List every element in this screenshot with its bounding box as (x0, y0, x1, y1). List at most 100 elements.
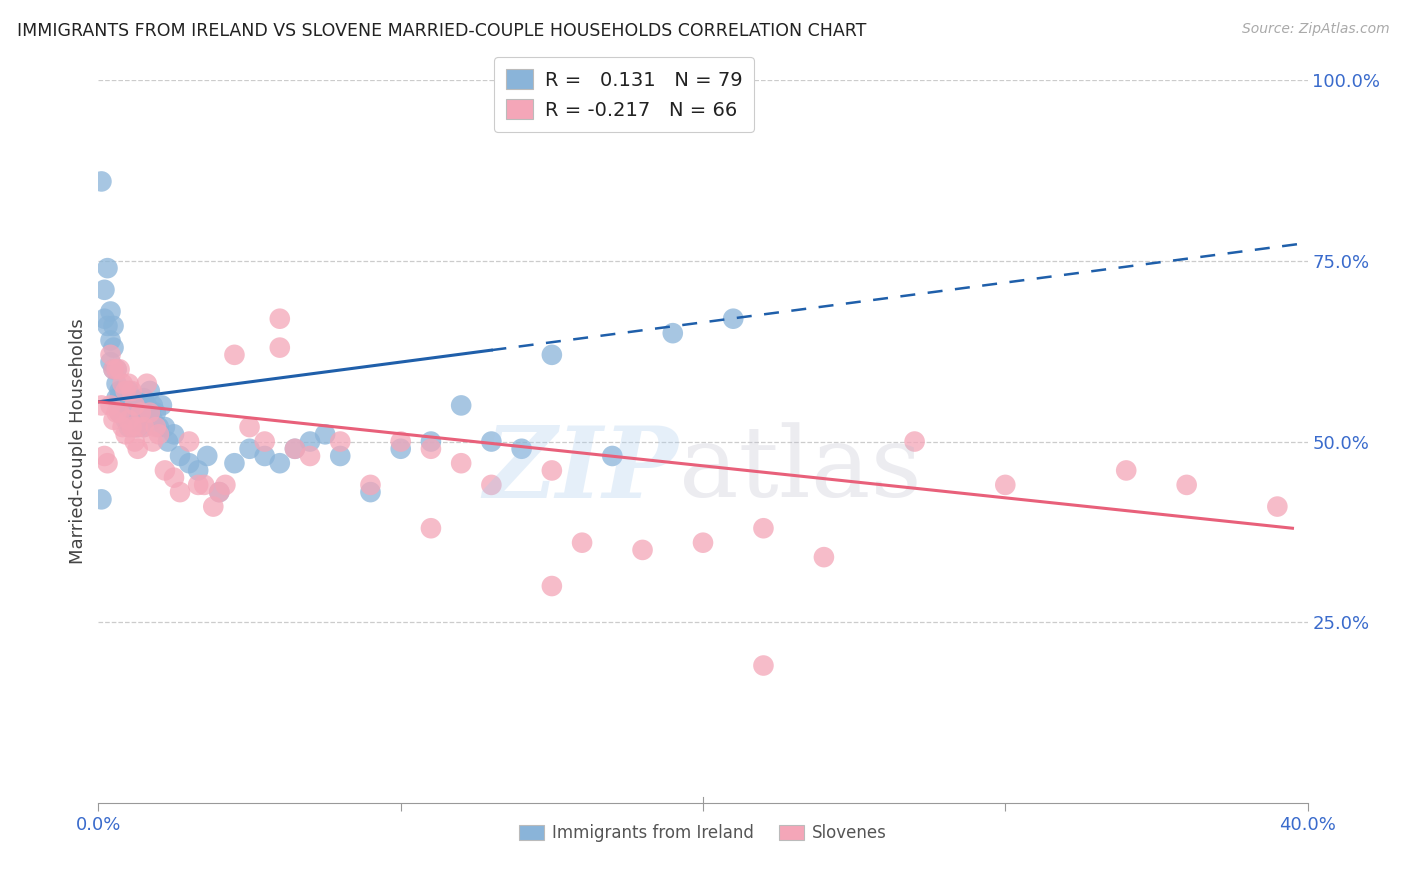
Point (148, 420, 170, 434)
Point (105, 362, 128, 376)
Point (103, 362, 125, 376)
Point (224, 348, 246, 362)
Point (169, 449, 191, 463)
Point (121, 413, 143, 427)
Point (360, 485, 382, 500)
Point (135, 398, 157, 412)
Point (129, 398, 152, 412)
Point (114, 413, 136, 427)
Point (269, 311, 291, 326)
Point (420, 521, 443, 535)
Point (179, 456, 201, 470)
Point (96, 318, 118, 333)
Point (118, 413, 141, 427)
Text: atlas: atlas (679, 423, 921, 518)
Point (121, 391, 143, 405)
Point (1115, 463, 1137, 477)
Point (1175, 478, 1198, 492)
Point (269, 341, 291, 355)
Point (153, 463, 176, 477)
Point (139, 406, 162, 420)
Point (481, 434, 503, 449)
Point (450, 398, 472, 412)
Point (121, 420, 143, 434)
Point (540, 463, 562, 477)
Point (124, 406, 146, 420)
Text: ZIP: ZIP (484, 422, 679, 518)
Point (127, 420, 149, 434)
Point (103, 362, 125, 376)
Point (124, 398, 146, 412)
Point (389, 434, 412, 449)
Point (193, 478, 215, 492)
Point (108, 391, 131, 405)
Point (253, 434, 276, 449)
Text: Source: ZipAtlas.com: Source: ZipAtlas.com (1241, 22, 1389, 37)
Point (103, 413, 125, 427)
Point (114, 391, 136, 405)
Point (153, 420, 176, 434)
Point (121, 384, 143, 398)
Point (631, 542, 654, 557)
Point (124, 420, 146, 434)
Point (214, 478, 236, 492)
Point (299, 434, 322, 449)
Point (142, 398, 165, 412)
Point (114, 406, 136, 420)
Point (1267, 500, 1289, 514)
Point (420, 434, 443, 449)
Point (111, 384, 134, 398)
Point (108, 384, 131, 398)
Point (202, 500, 225, 514)
Point (142, 434, 165, 449)
Point (510, 442, 533, 456)
Point (145, 406, 167, 420)
Point (602, 449, 624, 463)
Point (127, 420, 149, 434)
Point (540, 348, 562, 362)
Point (208, 485, 231, 500)
Point (450, 456, 472, 470)
Point (118, 376, 141, 391)
Point (129, 413, 152, 427)
Point (692, 535, 714, 549)
Point (114, 384, 136, 398)
Point (179, 434, 201, 449)
Point (103, 318, 125, 333)
Point (93, 283, 115, 297)
Point (111, 391, 134, 405)
Point (100, 304, 122, 318)
Point (132, 391, 155, 405)
Point (299, 449, 322, 463)
Point (111, 406, 134, 420)
Point (90, 492, 112, 507)
Point (314, 427, 336, 442)
Point (129, 406, 152, 420)
Point (163, 470, 186, 484)
Point (96, 261, 118, 276)
Point (132, 420, 155, 434)
Point (118, 384, 141, 398)
Point (105, 362, 128, 376)
Point (481, 478, 503, 492)
Point (124, 398, 146, 412)
Point (239, 442, 262, 456)
Point (100, 348, 122, 362)
Point (105, 376, 128, 391)
Point (156, 434, 179, 449)
Point (752, 658, 775, 673)
Point (723, 311, 745, 326)
Text: IMMIGRANTS FROM IRELAND VS SLOVENE MARRIED-COUPLE HOUSEHOLDS CORRELATION CHART: IMMIGRANTS FROM IRELAND VS SLOVENE MARRI… (17, 22, 866, 40)
Point (127, 398, 149, 412)
Point (269, 456, 291, 470)
Point (135, 413, 157, 427)
Point (100, 355, 122, 369)
Point (111, 398, 134, 412)
Point (111, 420, 134, 434)
Point (540, 579, 562, 593)
Point (118, 398, 141, 412)
Point (329, 434, 352, 449)
Point (904, 434, 927, 449)
Point (100, 398, 122, 412)
Point (132, 406, 155, 420)
